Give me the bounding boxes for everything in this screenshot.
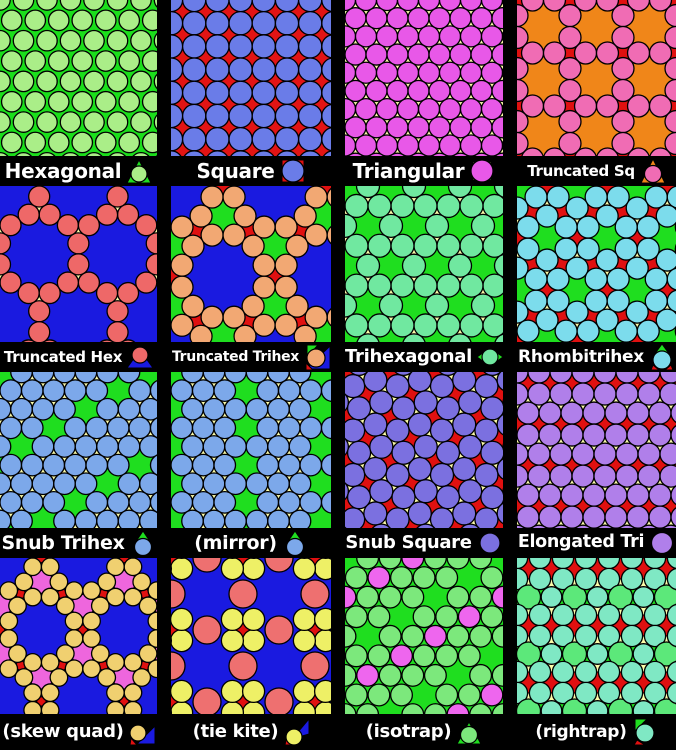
mirror-icon-wrap <box>282 530 308 556</box>
tile-skew-quad: (skew quad) <box>0 558 157 750</box>
elongated-tri-icon <box>649 530 675 556</box>
pattern-truncated-sq <box>517 0 676 156</box>
skew-quad-icon-wrap <box>129 719 155 745</box>
tile-caption: Truncated Trihex <box>171 342 331 372</box>
tile-tie-kite: (tie kite) <box>171 558 331 750</box>
triangular-icon-wrap <box>469 158 495 184</box>
square-icon-wrap <box>280 158 306 184</box>
pattern-hexagonal <box>0 0 157 156</box>
tile-label-truncated-trihex: Truncated Trihex <box>172 350 299 364</box>
rhombitrihex-icon <box>649 344 675 370</box>
tile-label-isotrap: (isotrap) <box>366 723 452 741</box>
tie-kite-icon-wrap <box>283 719 309 745</box>
tile-label-triangular: Triangular <box>353 161 465 181</box>
tile-caption: Truncated Hex <box>0 342 157 372</box>
pattern-snub-square <box>345 372 503 528</box>
tile-caption: Hexagonal <box>0 156 157 186</box>
tile-label-truncated-hex: Truncated Hex <box>4 350 122 365</box>
tile-hexagonal: Hexagonal <box>0 0 157 186</box>
truncated-hex-icon-wrap <box>127 344 153 370</box>
tile-label-hexagonal: Hexagonal <box>5 161 122 181</box>
tile-snub-trihex: Snub Trihex <box>0 372 157 558</box>
trihexagonal-icon <box>477 344 503 370</box>
pattern-tie-kite <box>171 558 331 714</box>
tile-trihexagonal: Trihexagonal <box>345 186 503 372</box>
pattern-rightrap <box>517 558 676 714</box>
pattern-triangular <box>345 0 503 156</box>
pattern-truncated-hex <box>0 186 157 342</box>
hexagonal-icon <box>126 158 152 184</box>
tile-rightrap: (rightrap) <box>517 558 676 750</box>
tile-label-square: Square <box>196 161 274 181</box>
tile-label-skew-quad: (skew quad) <box>2 723 123 741</box>
tile-label-rightrap: (rightrap) <box>535 724 626 741</box>
tile-truncated-trihex: Truncated Trihex <box>171 186 331 372</box>
tile-triangular: Triangular <box>345 0 503 186</box>
tile-truncated-sq: Truncated Sq <box>517 0 676 186</box>
snub-square-icon-wrap <box>477 530 503 556</box>
tile-rhombitrihex: Rhombitrihex <box>517 186 676 372</box>
pattern-mirror <box>171 372 331 528</box>
tile-elongated-tri: Elongated Tri <box>517 372 676 558</box>
snub-trihex-icon-wrap <box>130 530 156 556</box>
tie-kite-icon <box>283 719 309 745</box>
tile-caption: (mirror) <box>171 528 331 558</box>
tile-caption: Elongated Tri <box>517 528 676 558</box>
pattern-elongated-tri <box>517 372 676 528</box>
pattern-truncated-trihex <box>171 186 331 342</box>
tile-square: Square <box>171 0 331 186</box>
isotrap-icon-wrap <box>456 719 482 745</box>
pattern-rhombitrihex <box>517 186 676 342</box>
truncated-trihex-icon <box>304 344 330 370</box>
pattern-snub-trihex <box>0 372 157 528</box>
tile-caption: (tie kite) <box>171 714 331 750</box>
tile-label-trihexagonal: Trihexagonal <box>345 348 472 366</box>
triangular-icon <box>469 158 495 184</box>
tile-caption: Truncated Sq <box>517 156 676 186</box>
truncated-sq-icon-wrap <box>640 158 666 184</box>
tile-label-snub-square: Snub Square <box>345 534 471 552</box>
rightrap-icon-wrap <box>632 719 658 745</box>
truncated-hex-icon <box>127 344 153 370</box>
tile-caption: (isotrap) <box>345 714 503 750</box>
tile-caption: Snub Trihex <box>0 528 157 558</box>
elongated-tri-icon-wrap <box>649 530 675 556</box>
truncated-trihex-icon-wrap <box>304 344 330 370</box>
tile-label-snub-trihex: Snub Trihex <box>1 534 124 553</box>
tile-isotrap: (isotrap) <box>345 558 503 750</box>
tile-caption: Square <box>171 156 331 186</box>
tile-snub-square: Snub Square <box>345 372 503 558</box>
square-icon <box>280 158 306 184</box>
pattern-trihexagonal <box>345 186 503 342</box>
rhombitrihex-icon-wrap <box>649 344 675 370</box>
mirror-icon <box>282 530 308 556</box>
pattern-skew-quad <box>0 558 157 714</box>
isotrap-icon <box>456 719 482 745</box>
tile-caption: Rhombitrihex <box>517 342 676 372</box>
snub-square-icon <box>477 530 503 556</box>
tile-caption: Trihexagonal <box>345 342 503 372</box>
hexagonal-icon-wrap <box>126 158 152 184</box>
truncated-sq-icon <box>640 158 666 184</box>
tile-label-tie-kite: (tie kite) <box>193 723 279 741</box>
pattern-square <box>171 0 331 156</box>
tile-mirror: (mirror) <box>171 372 331 558</box>
tile-caption: Triangular <box>345 156 503 186</box>
snub-trihex-icon <box>130 530 156 556</box>
tile-label-mirror: (mirror) <box>194 534 276 553</box>
skew-quad-icon <box>129 719 155 745</box>
pattern-isotrap <box>345 558 503 714</box>
tile-caption: (rightrap) <box>517 714 676 750</box>
rightrap-icon <box>632 719 658 745</box>
tile-caption: (skew quad) <box>0 714 157 750</box>
tile-truncated-hex: Truncated Hex <box>0 186 157 372</box>
trihexagonal-icon-wrap <box>477 344 503 370</box>
tile-label-truncated-sq: Truncated Sq <box>527 164 635 179</box>
tile-caption: Snub Square <box>345 528 503 558</box>
tile-label-elongated-tri: Elongated Tri <box>518 534 644 552</box>
tile-label-rhombitrihex: Rhombitrihex <box>518 349 644 366</box>
